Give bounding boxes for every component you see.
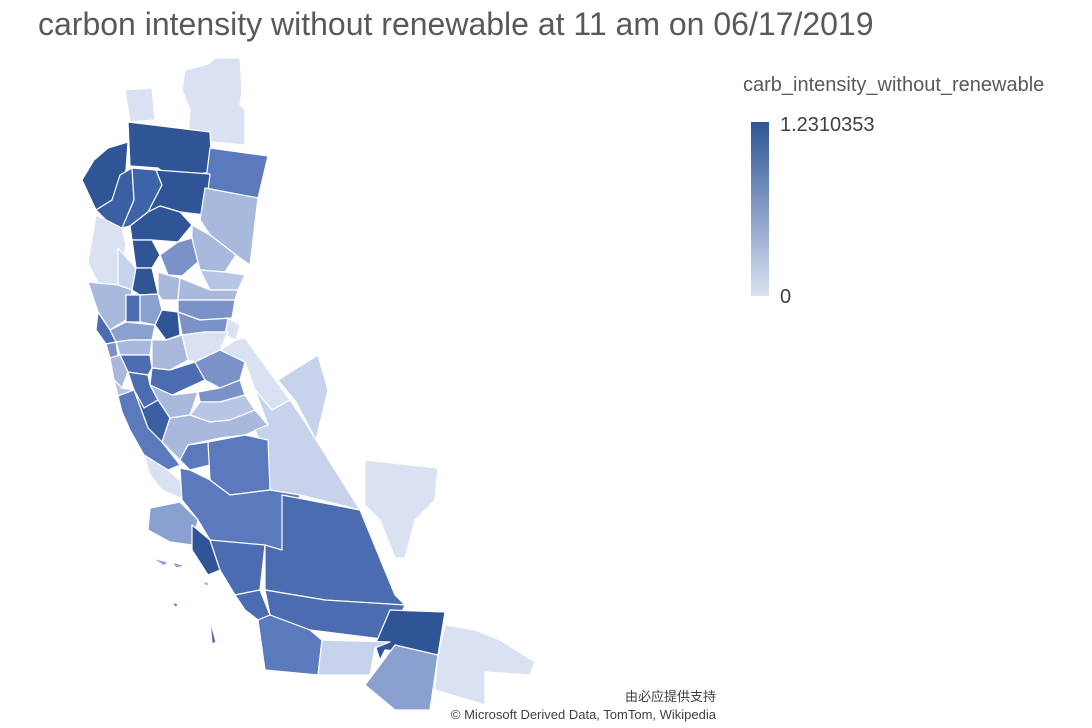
region-contra-costa[interactable] <box>115 339 153 356</box>
region-nevada-state-fragment[interactable] <box>277 354 329 441</box>
region-colusa[interactable] <box>131 267 159 296</box>
region-san-joaquin[interactable] <box>151 334 189 371</box>
region-kings[interactable] <box>179 441 211 471</box>
attribution-provider: 由必应提供支持 <box>624 689 716 704</box>
region-mexico-baja-fragment[interactable] <box>364 644 439 710</box>
region-sierra[interactable] <box>199 269 246 291</box>
map-attribution: 由必应提供支持 © Microsoft Derived Data, TomTom… <box>451 688 716 724</box>
legend-min-label: 0 <box>780 286 792 308</box>
legend-title: carb_intensity_without_renewable <box>743 74 1045 96</box>
region-catalina[interactable] <box>171 601 217 645</box>
region-alpine[interactable] <box>224 317 241 341</box>
region-monterey[interactable] <box>117 389 181 471</box>
region-san-diego-east[interactable] <box>317 639 391 676</box>
attribution-sources: © Microsoft Derived Data, TomTom, Wikipe… <box>450 707 716 722</box>
legend-color-scale <box>751 122 769 296</box>
region-ventura[interactable] <box>191 524 221 576</box>
region-butte[interactable] <box>159 237 199 277</box>
region-glenn[interactable] <box>131 239 161 269</box>
legend-max-label: 1.2310353 <box>780 114 875 136</box>
region-napa[interactable] <box>125 294 141 323</box>
california-choropleth-map[interactable] <box>60 50 560 710</box>
region-san-luis-obispo[interactable] <box>143 454 191 499</box>
region-nevada-south-fragment[interactable] <box>364 459 439 559</box>
region-arizona-fragment[interactable] <box>434 624 536 706</box>
region-oregon-small[interactable] <box>124 87 156 123</box>
region-channel-islands[interactable] <box>151 557 211 587</box>
region-orange[interactable] <box>234 589 271 621</box>
region-kern[interactable] <box>179 467 301 551</box>
region-oregon-north[interactable] <box>181 57 246 146</box>
map-canvas <box>81 57 536 710</box>
chart-title: carbon intensity without renewable at 11… <box>38 6 874 42</box>
